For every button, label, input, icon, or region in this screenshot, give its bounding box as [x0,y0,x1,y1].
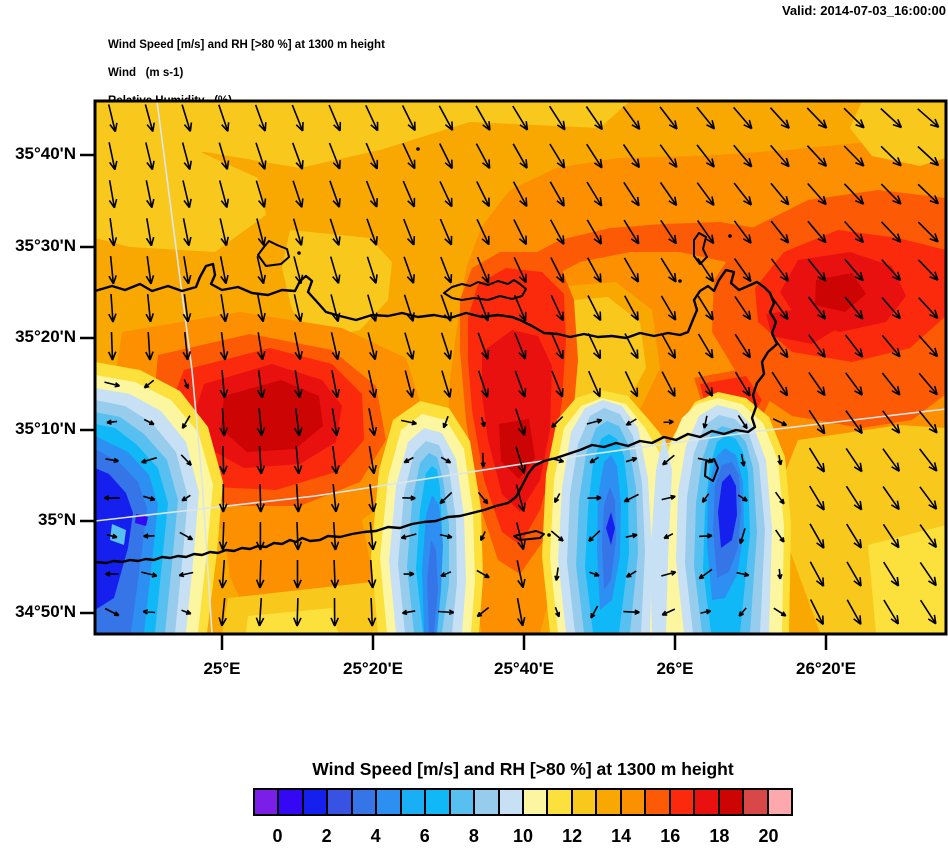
wind-vector-arrows [103,104,940,627]
colorbar-tick-label: 8 [468,826,479,846]
lon-tick-label: 25°20'E [343,659,403,678]
colorbar-tick-label: 0 [272,826,283,846]
islet-dot [728,234,732,238]
colorbar-cell [619,790,645,814]
islet-dot [678,279,682,283]
crete-coastline [95,262,779,565]
colorbar-tick-label: 2 [321,826,332,846]
colorbar-cell [717,790,743,814]
colorbar-cell [546,790,571,814]
colorbar-tick-label: 4 [370,826,381,846]
island-outline [704,458,719,482]
lat-tick-label: 35°40'N [15,144,76,163]
wind-speed-contour-band [815,273,866,312]
colorbar-tick-label: 12 [562,826,583,846]
colorbar-tick-label: 18 [709,826,730,846]
map-title-line1: Wind Speed [m/s] and RH [>80 %] at 1300 … [108,39,385,51]
lon-tick-label: 26°20'E [796,659,856,678]
lat-tick-label: 35°10'N [15,419,76,438]
colorbar-cell [326,790,351,814]
valid-time-label: Valid: 2014-07-03_16:00:00 [781,3,946,18]
axis-tick-marks [80,153,828,650]
colorbar-cell [399,790,425,814]
colorbar-cell [301,790,327,814]
islet-dot [547,533,551,537]
map-title-line2: Wind (m s-1) [108,67,184,79]
lat-tick-label: 35°30'N [15,236,76,255]
colorbar-cell [375,790,400,814]
colorbar-cell [742,790,767,814]
colorbar-cell [766,790,791,814]
wind-speed-contour-band [606,512,615,545]
colorbar-cell [448,790,474,814]
wind-speed-contour-band [718,474,737,548]
colorbar-tick-label: 14 [611,826,632,846]
wind-speed-contour-band [135,514,148,526]
graticule-line [95,408,946,522]
lon-tick-label: 25°40'E [494,659,554,678]
wind-speed-contour-band [282,230,392,340]
lon-tick-label: 26°E [656,659,694,678]
colorbar-cell [668,790,694,814]
wind-speed-contour-band [650,434,672,633]
colorbar-cell [277,790,302,814]
wind-speed-contour-band [602,487,616,590]
colorbar-cell [473,790,498,814]
graticule-line [156,101,213,634]
wind-speed-contour-band [518,222,756,292]
wind-speed-contour-band [427,540,438,633]
wind-speed-contour-band [246,608,338,633]
lat-tick-label: 34°50'N [15,602,76,621]
colorbar-cell [693,790,718,814]
island-outline [513,530,545,541]
colorbar-tick-label: 6 [419,826,430,846]
wind-speed-map [80,99,948,650]
islet-dot [297,251,301,255]
map-field [95,101,946,634]
map-frame [93,99,948,636]
colorbar-cell [570,790,596,814]
island-outline [443,279,527,301]
colorbar-tick-label: 16 [660,826,681,846]
colorbar-cell [424,790,449,814]
colorbar-cell [521,790,547,814]
island-outline [257,240,290,267]
colorbar-tick-label: 20 [758,826,779,846]
colorbar-tick-label: 10 [512,826,534,846]
colorbar-cell [595,790,620,814]
lat-tick-label: 35°20'N [15,327,76,346]
wind-speed-contour-band [95,101,630,168]
lon-tick-label: 25°E [203,659,241,678]
colorbar-cell [497,790,522,814]
islet-dot [416,147,420,151]
legend-colorbar [253,788,793,816]
legend-title: Wind Speed [m/s] and RH [>80 %] at 1300 … [312,759,734,779]
wind-speed-contour-band [110,524,126,545]
wind-speed-contour-band [95,152,266,252]
island-outline [693,232,708,265]
colorbar-cell [350,790,376,814]
lat-tick-label: 35°N [38,510,76,529]
colorbar-cell [644,790,669,814]
colorbar-cell [255,790,278,814]
